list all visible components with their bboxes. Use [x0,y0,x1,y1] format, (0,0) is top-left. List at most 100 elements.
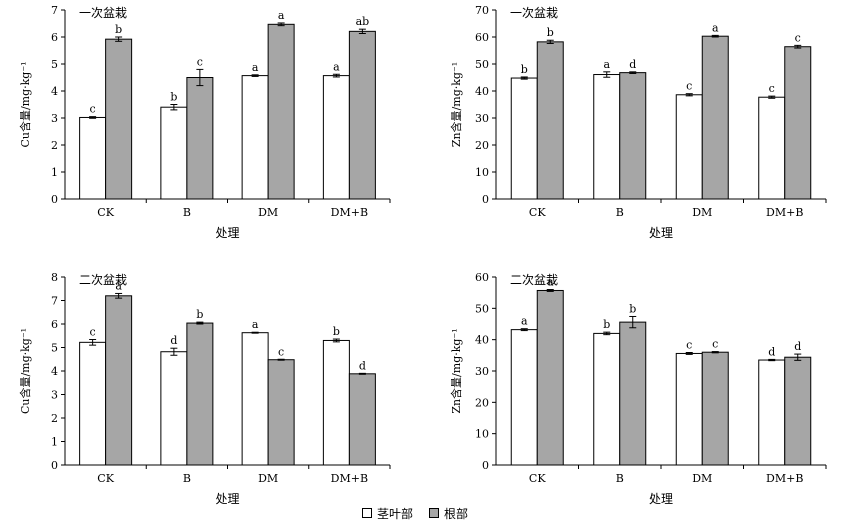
bar-shoot-dm [675,94,703,200]
y-tick-label: 50 [475,58,489,71]
significance-label: c [712,338,718,351]
panel-title: 二次盆栽 [510,273,558,287]
legend-item-shoot: 茎叶部 [362,505,413,522]
legend-item-root: 根部 [429,505,468,522]
significance-label: d [768,345,775,358]
bar-root-b [619,72,647,200]
significance-label: a [547,276,554,289]
bar-shoot-dm [241,75,269,200]
bar-shoot-b [593,74,621,200]
significance-label: a [115,279,122,292]
bar-shoot-dm [241,332,269,466]
bar-root-dm-b [784,356,812,466]
legend: 茎叶部 根部 [362,504,484,522]
significance-label: c [197,55,203,68]
significance-label: a [603,58,610,71]
y-tick-label: 6 [51,318,58,331]
bar-shoot-dm-b [322,339,350,466]
y-axis-label: Cu含量/mg·kg⁻¹ [18,61,32,147]
x-tick-label: CK [529,472,546,485]
significance-label: c [686,339,692,352]
y-tick-label: 2 [51,139,58,152]
significance-label: b [629,302,636,315]
significance-label: d [794,340,801,353]
y-tick-label: 70 [475,4,489,17]
y-tick-label: 0 [51,459,58,472]
significance-label: b [547,26,554,39]
significance-label: c [795,31,801,44]
x-axis-label: 处理 [649,492,673,506]
bar-root-b [186,322,214,466]
chart-panel-3: 0 1 2 3 4 5 6 7 8 二次盆栽 Cu含量/mg·kg⁻¹ 处理 CK c a Bd b DM a c DM… [18,271,391,506]
x-tick-label: B [616,206,624,219]
significance-label: b [333,325,340,338]
significance-label: b [521,63,528,76]
x-tick-label: DM+B [331,472,368,485]
significance-label: c [769,82,775,95]
x-tick-label: B [183,206,191,219]
legend-swatch-shoot [362,508,372,518]
significance-label: a [333,60,340,73]
x-tick-label: DM [692,472,712,485]
bar-root-ck [105,38,133,200]
chart-panel-2: 0 10 20 30 40 50 60 70 一次盆栽 Zn含量/mg·kg⁻¹ 处理 CK b b Ba d… [449,4,827,240]
y-tick-label: 8 [51,271,58,284]
bar-shoot-ck [510,329,538,466]
y-tick-label: 0 [51,193,58,206]
significance-label: a [278,9,285,22]
y-tick-label: 20 [475,396,489,409]
bar-shoot-dm [675,352,703,466]
bar-root-dm [267,359,295,466]
bar-root-ck [536,289,564,466]
significance-label: b [196,308,203,321]
significance-label: d [170,334,177,347]
y-tick-label: 7 [51,4,58,17]
y-tick-label: 30 [475,112,489,125]
significance-label: b [603,318,610,331]
legend-label-root: 根部 [444,506,469,521]
bar-root-ck [105,295,133,466]
significance-label: c [90,326,96,339]
legend-swatch-root [429,508,440,518]
y-tick-label: 7 [51,295,58,308]
x-tick-label: DM+B [331,206,368,219]
panel-title: 一次盆栽 [79,6,127,20]
y-tick-label: 4 [51,365,58,378]
y-tick-label: 10 [475,166,489,179]
significance-label: a [252,61,259,74]
significance-label: c [90,103,96,116]
x-tick-label: CK [97,472,114,485]
y-axis-label: Cu含量/mg·kg⁻¹ [18,328,32,414]
significance-label: c [278,345,284,358]
y-tick-label: 20 [475,139,489,152]
chart-panel-1: 0 1 2 3 4 5 6 7 一次盆栽 Cu含量/mg·kg⁻¹ 处理 CK c b Bb c DM a a DM+… [18,4,391,240]
bar-shoot-b [593,332,621,466]
panel-title: 一次盆栽 [510,6,558,20]
bar-root-b [619,321,647,466]
bar-root-dm-b [348,30,376,200]
significance-label: ab [356,15,370,28]
bar-shoot-b [160,106,188,200]
bar-root-dm-b [348,373,376,466]
legend-label-shoot: 茎叶部 [377,506,414,521]
significance-label: a [712,21,719,34]
x-tick-label: B [183,472,191,485]
significance-label: a [252,318,259,331]
y-tick-label: 6 [51,31,58,44]
y-tick-label: 1 [51,166,58,179]
y-tick-label: 0 [482,193,489,206]
y-tick-label: 1 [51,436,58,449]
chart-panel-4: 0 10 20 30 40 50 60 二次盆栽 Zn含量/mg·kg⁻¹ 处理 CK a a Bb b DM… [449,271,827,506]
y-tick-label: 5 [51,342,58,355]
bar-shoot-dm-b [758,96,786,200]
significance-label: a [521,315,528,328]
bar-shoot-dm-b [322,75,350,200]
x-axis-label: 处理 [649,226,673,240]
y-tick-label: 50 [475,302,489,315]
bar-root-dm [701,351,729,466]
x-tick-label: B [616,472,624,485]
bar-shoot-ck [510,77,538,200]
y-axis-label: Zn含量/mg·kg⁻¹ [449,328,463,413]
bar-shoot-b [160,351,188,466]
